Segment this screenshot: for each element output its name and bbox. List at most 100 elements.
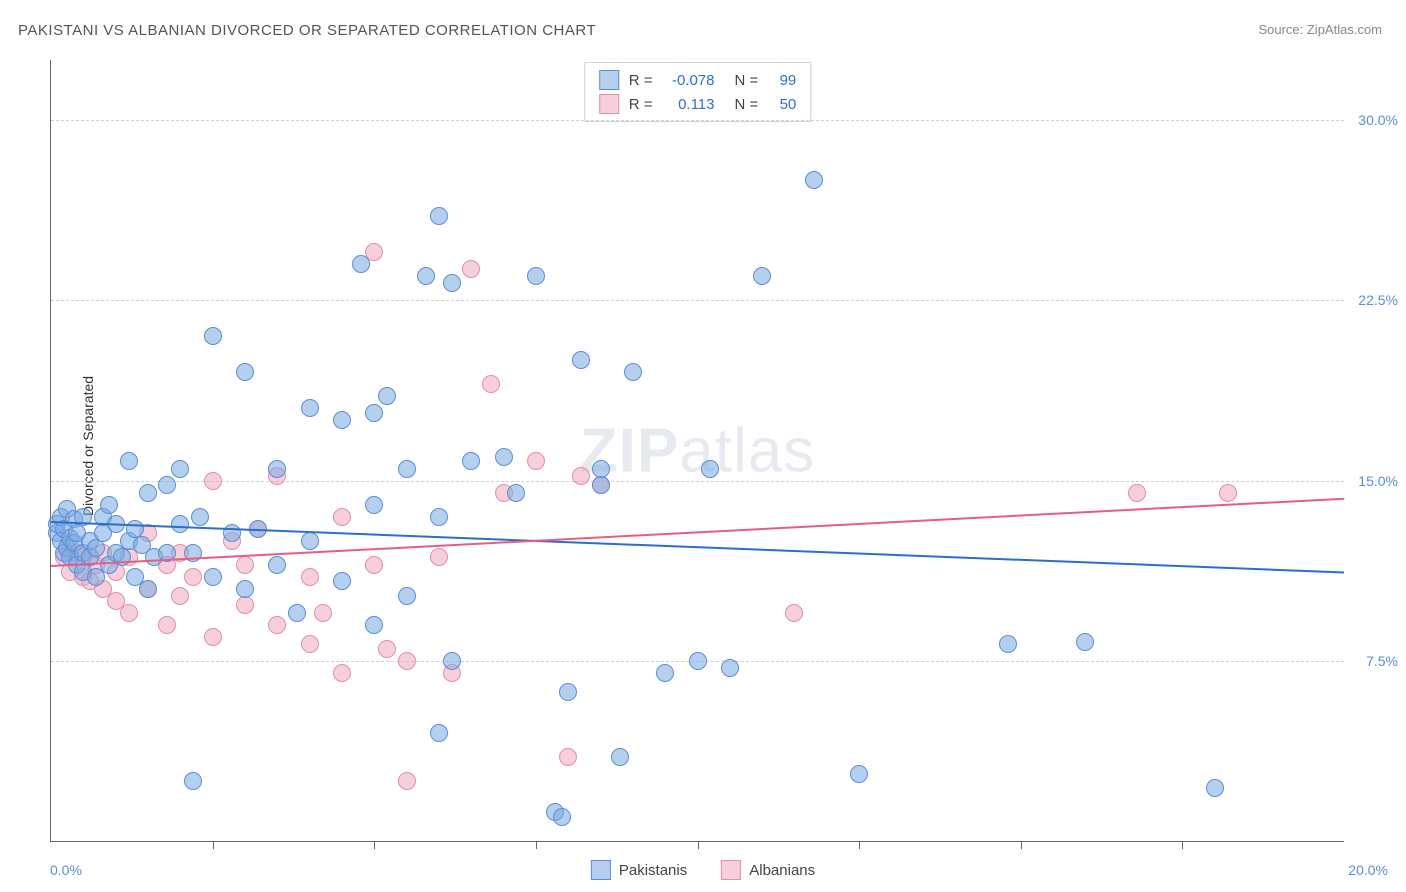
- data-point-pakistanis: [365, 496, 383, 514]
- data-point-albanians: [301, 635, 319, 653]
- data-point-pakistanis: [268, 556, 286, 574]
- data-point-pakistanis: [656, 664, 674, 682]
- y-tick-label: 7.5%: [1366, 653, 1398, 669]
- data-point-albanians: [236, 556, 254, 574]
- data-point-pakistanis: [398, 460, 416, 478]
- data-point-pakistanis: [443, 652, 461, 670]
- data-point-pakistanis: [430, 724, 448, 742]
- data-point-pakistanis: [1206, 779, 1224, 797]
- data-point-pakistanis: [417, 267, 435, 285]
- data-point-pakistanis: [139, 484, 157, 502]
- data-point-pakistanis: [495, 448, 513, 466]
- data-point-pakistanis: [288, 604, 306, 622]
- data-point-pakistanis: [204, 568, 222, 586]
- stat-n-pakistanis: 99: [768, 72, 796, 89]
- data-point-pakistanis: [462, 452, 480, 470]
- data-point-pakistanis: [100, 496, 118, 514]
- swatch-albanians: [599, 94, 619, 114]
- x-tick: [698, 841, 699, 849]
- plot-area: ZIPatlas R = -0.078 N = 99 R = 0.113 N =…: [50, 60, 1344, 842]
- swatch-pakistanis: [591, 860, 611, 880]
- stats-box: R = -0.078 N = 99 R = 0.113 N = 50: [584, 62, 812, 122]
- y-tick-label: 22.5%: [1358, 292, 1398, 308]
- data-point-pakistanis: [721, 659, 739, 677]
- data-point-pakistanis: [139, 580, 157, 598]
- data-point-pakistanis: [507, 484, 525, 502]
- data-point-pakistanis: [204, 327, 222, 345]
- watermark: ZIPatlas: [580, 415, 815, 486]
- data-point-albanians: [559, 748, 577, 766]
- data-point-albanians: [430, 548, 448, 566]
- data-point-albanians: [572, 467, 590, 485]
- gridline: [51, 481, 1344, 482]
- stat-n-label: N =: [735, 96, 759, 113]
- stat-r-albanians: 0.113: [663, 96, 715, 113]
- data-point-albanians: [120, 604, 138, 622]
- data-point-pakistanis: [171, 515, 189, 533]
- data-point-pakistanis: [378, 387, 396, 405]
- data-point-pakistanis: [126, 520, 144, 538]
- data-point-albanians: [785, 604, 803, 622]
- data-point-albanians: [204, 628, 222, 646]
- data-point-pakistanis: [753, 267, 771, 285]
- stat-n-label: N =: [735, 72, 759, 89]
- data-point-pakistanis: [430, 207, 448, 225]
- x-tick: [1021, 841, 1022, 849]
- data-point-pakistanis: [430, 508, 448, 526]
- stats-row-pakistanis: R = -0.078 N = 99: [599, 68, 797, 92]
- data-point-pakistanis: [592, 476, 610, 494]
- data-point-albanians: [527, 452, 545, 470]
- data-point-albanians: [301, 568, 319, 586]
- data-point-albanians: [482, 375, 500, 393]
- y-tick-label: 15.0%: [1358, 473, 1398, 489]
- data-point-pakistanis: [553, 808, 571, 826]
- data-point-pakistanis: [398, 587, 416, 605]
- x-axis-max-label: 20.0%: [1348, 862, 1388, 878]
- watermark-rest: atlas: [679, 416, 815, 485]
- chart-title: PAKISTANI VS ALBANIAN DIVORCED OR SEPARA…: [18, 22, 596, 39]
- data-point-albanians: [171, 587, 189, 605]
- legend-label-albanians: Albanians: [749, 862, 815, 879]
- data-point-pakistanis: [268, 460, 286, 478]
- regression-line-albanians: [51, 497, 1344, 566]
- data-point-pakistanis: [236, 580, 254, 598]
- data-point-albanians: [333, 664, 351, 682]
- data-point-pakistanis: [158, 476, 176, 494]
- data-point-pakistanis: [805, 171, 823, 189]
- data-point-pakistanis: [572, 351, 590, 369]
- data-point-pakistanis: [352, 255, 370, 273]
- legend-item-pakistanis: Pakistanis: [591, 860, 687, 880]
- legend: Pakistanis Albanians: [591, 860, 815, 880]
- data-point-pakistanis: [624, 363, 642, 381]
- data-point-pakistanis: [701, 460, 719, 478]
- x-tick: [213, 841, 214, 849]
- x-tick: [1182, 841, 1183, 849]
- legend-label-pakistanis: Pakistanis: [619, 862, 687, 879]
- x-tick: [374, 841, 375, 849]
- data-point-pakistanis: [333, 572, 351, 590]
- data-point-albanians: [398, 772, 416, 790]
- data-point-pakistanis: [333, 411, 351, 429]
- data-point-pakistanis: [850, 765, 868, 783]
- data-point-albanians: [398, 652, 416, 670]
- data-point-albanians: [184, 568, 202, 586]
- data-point-albanians: [378, 640, 396, 658]
- data-point-pakistanis: [443, 274, 461, 292]
- data-point-pakistanis: [301, 399, 319, 417]
- data-point-albanians: [462, 260, 480, 278]
- stats-row-albanians: R = 0.113 N = 50: [599, 92, 797, 116]
- data-point-albanians: [204, 472, 222, 490]
- gridline: [51, 300, 1344, 301]
- x-axis-min-label: 0.0%: [50, 862, 82, 878]
- data-point-albanians: [333, 508, 351, 526]
- stat-n-albanians: 50: [768, 96, 796, 113]
- x-tick: [536, 841, 537, 849]
- data-point-albanians: [268, 616, 286, 634]
- data-point-pakistanis: [999, 635, 1017, 653]
- data-point-albanians: [1128, 484, 1146, 502]
- stat-r-label: R =: [629, 96, 653, 113]
- data-point-pakistanis: [120, 452, 138, 470]
- data-point-pakistanis: [301, 532, 319, 550]
- data-point-albanians: [365, 556, 383, 574]
- source-attribution: Source: ZipAtlas.com: [1258, 22, 1382, 37]
